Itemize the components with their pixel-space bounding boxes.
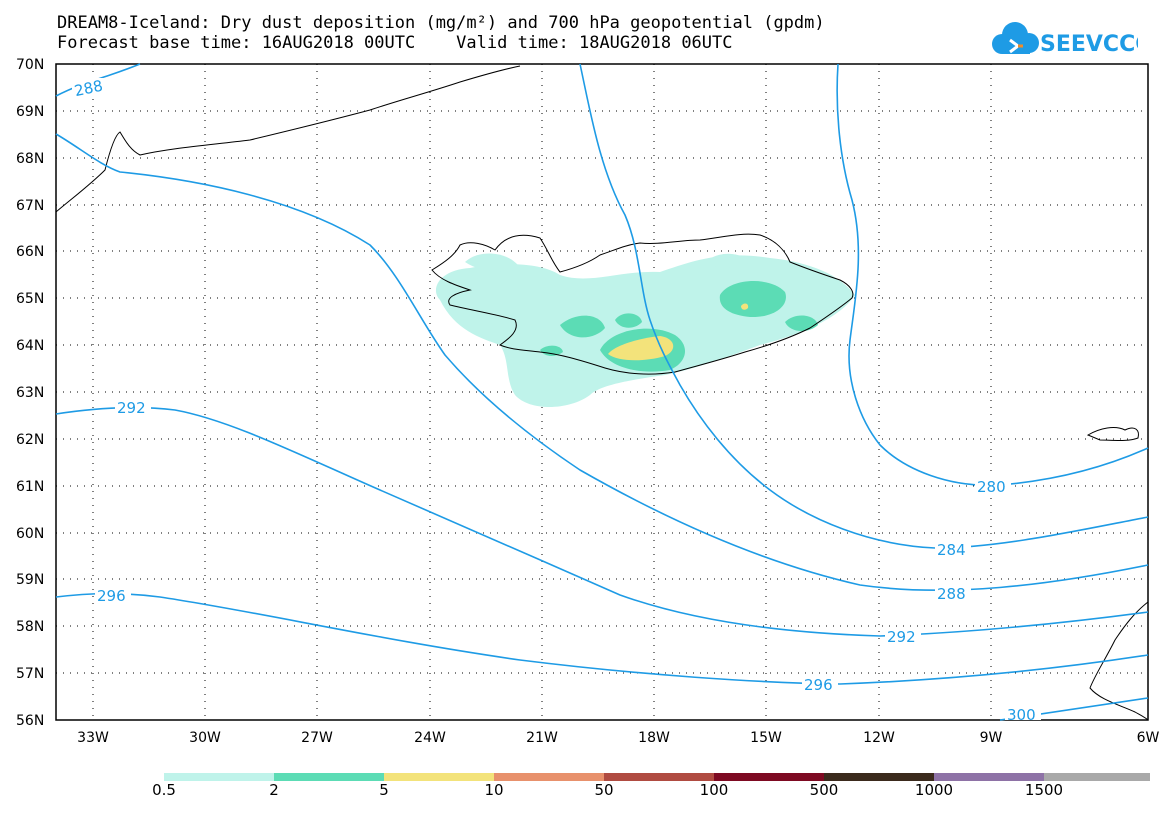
contour-label: 292 — [887, 628, 916, 646]
contour-east-vertical-b — [836, 63, 1149, 487]
contour-label: 296 — [804, 676, 833, 694]
colorbar-label: 50 — [594, 781, 614, 799]
colorbar-label: 500 — [809, 781, 839, 799]
colorbar-label: 2 — [269, 781, 279, 799]
colorbar-label: 0.5 — [152, 781, 176, 799]
contour-296 — [55, 592, 1149, 685]
coastlines — [55, 65, 1149, 721]
geopotential-contours — [55, 63, 1149, 721]
dust-area-2-5-west — [560, 315, 605, 338]
seevccc-logo: SEEVCCC — [992, 22, 1138, 57]
lat-label: 62N — [16, 432, 44, 448]
dust-area-0.5-2-nw — [465, 253, 520, 272]
lon-label: 24W — [414, 730, 446, 746]
lat-label: 68N — [16, 151, 44, 167]
colorbar-swatch — [604, 773, 714, 781]
colorbar-swatch — [494, 773, 604, 781]
colorbar-swatch — [824, 773, 934, 781]
dust-area-5-10 — [608, 336, 674, 361]
contour-label: 280 — [977, 478, 1006, 496]
scotland-coast — [1089, 601, 1149, 721]
dust-deposition-field — [435, 253, 855, 408]
lon-label: 21W — [526, 730, 558, 746]
colorbar-label: 1500 — [1024, 781, 1064, 799]
lon-label: 9W — [980, 730, 1003, 746]
colorbar — [164, 773, 1150, 781]
colorbar-swatch — [1044, 773, 1150, 781]
contour-labels: 288 292 296 280 284 288 292 296 300 — [72, 77, 1041, 724]
contour-292 — [55, 406, 1149, 637]
contour-label: 284 — [937, 541, 966, 559]
dust-area-5-10-east — [741, 303, 749, 310]
greenland-coast — [55, 65, 521, 213]
cloud-icon — [992, 22, 1039, 54]
latitude-labels: 70N 69N 68N 67N 66N 65N 64N 63N 62N 61N … — [16, 57, 44, 729]
colorbar-label: 5 — [379, 781, 389, 799]
lon-label: 12W — [863, 730, 895, 746]
lat-label: 61N — [16, 479, 44, 495]
colorbar-label: 1000 — [914, 781, 954, 799]
lon-label: 33W — [77, 730, 109, 746]
contour-label: 288 — [73, 77, 105, 101]
lat-label: 58N — [16, 619, 44, 635]
dust-area-2-5-se — [785, 315, 818, 332]
lon-label: 15W — [750, 730, 782, 746]
lon-label: 30W — [189, 730, 221, 746]
dust-area-0.5-2-ne — [705, 253, 750, 268]
lon-label: 6W — [1137, 730, 1160, 746]
contour-label: 296 — [97, 587, 126, 605]
contour-label: 288 — [937, 585, 966, 603]
colorbar-swatch — [934, 773, 1044, 781]
lat-label: 65N — [16, 291, 44, 307]
colorbar-swatch — [164, 773, 274, 781]
lat-label: 64N — [16, 338, 44, 354]
logo-text: SEEVCCC — [1040, 32, 1138, 57]
lon-label: 27W — [301, 730, 333, 746]
colorbar-swatch — [274, 773, 384, 781]
lat-label: 59N — [16, 572, 44, 588]
map-title-line-1: DREAM8-Iceland: Dry dust deposition (mg/… — [57, 13, 825, 33]
lat-label: 70N — [16, 57, 44, 73]
contour-label: 292 — [117, 399, 146, 417]
dust-area-2-5-s — [615, 313, 642, 328]
contour-label: 300 — [1007, 706, 1036, 724]
lon-label: 18W — [638, 730, 670, 746]
lat-label: 67N — [16, 198, 44, 214]
dust-area-2-5-sw — [540, 345, 563, 356]
lat-label: 60N — [16, 526, 44, 542]
contour-288-main — [55, 133, 1149, 592]
map-title-line-2: Forecast base time: 16AUG2018 00UTC Vali… — [57, 33, 733, 53]
lat-label: 69N — [16, 104, 44, 120]
longitude-labels: 33W 30W 27W 24W 21W 18W 15W 12W 9W 6W — [77, 730, 1159, 746]
colorbar-swatch — [714, 773, 824, 781]
lat-label: 63N — [16, 385, 44, 401]
colorbar-swatch — [384, 773, 494, 781]
dust-area-2-5-east — [719, 281, 786, 318]
faroe-coast — [1086, 427, 1139, 441]
lat-label: 66N — [16, 244, 44, 260]
colorbar-label: 10 — [484, 781, 504, 799]
lat-label: 57N — [16, 666, 44, 682]
iceland-coast — [431, 233, 854, 375]
colorbar-label: 100 — [699, 781, 729, 799]
lat-label: 56N — [16, 713, 44, 729]
